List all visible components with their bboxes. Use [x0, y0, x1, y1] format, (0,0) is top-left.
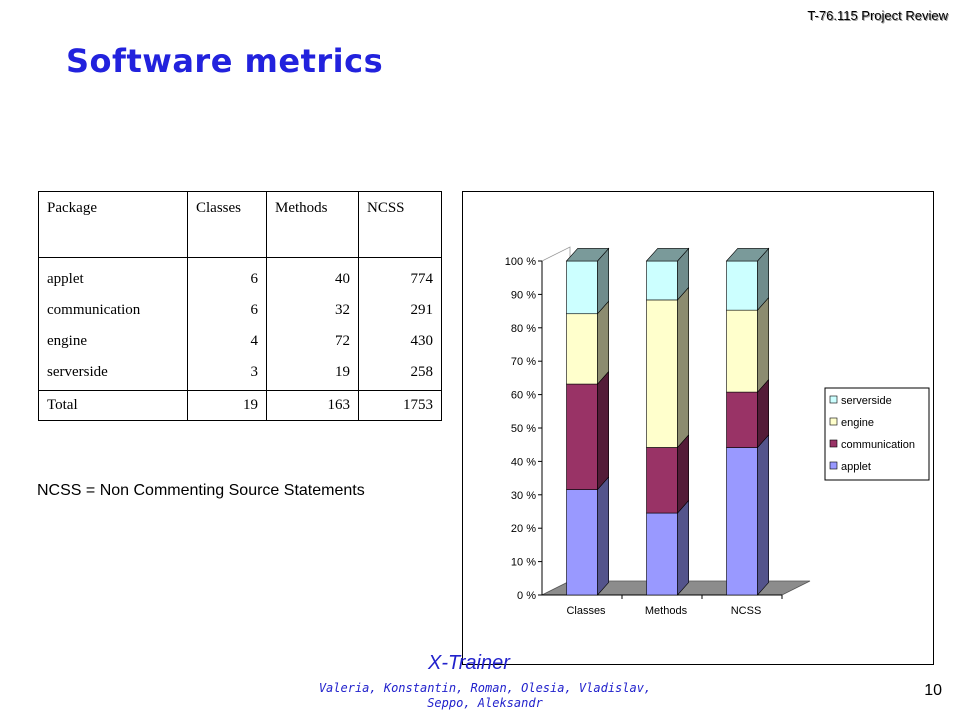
legend-swatch-applet	[829, 461, 838, 470]
bar-methods-engine-front	[646, 299, 678, 448]
cell-ncss: 430	[358, 326, 442, 357]
cell-ncss: 774	[358, 257, 442, 295]
bar-classes-applet-side	[597, 476, 609, 596]
table-header-row: Package Classes Methods NCSS	[38, 191, 442, 258]
cell-classes: 3	[187, 357, 267, 391]
table-row: serverside 3 19 258	[38, 357, 442, 391]
bar-methods-applet-front	[646, 512, 678, 596]
cell-ncss: 258	[358, 357, 442, 391]
total-ncss: 1753	[358, 390, 442, 421]
y-tick-label: 30 %	[511, 490, 536, 502]
bar-ncss-top	[725, 248, 770, 262]
team-members: Valeria, Konstantin, Roman, Olesia, Vlad…	[318, 681, 652, 710]
cell-classes: 6	[187, 257, 267, 295]
cell-package: communication	[38, 295, 188, 326]
legend-swatch-communication	[829, 439, 838, 448]
cell-package: engine	[38, 326, 188, 357]
cell-package: serverside	[38, 357, 188, 391]
total-methods: 163	[266, 390, 359, 421]
cell-methods: 32	[266, 295, 359, 326]
cell-methods: 19	[266, 357, 359, 391]
header-ncss: NCSS	[358, 191, 442, 258]
y-tick-label: 10 %	[511, 557, 536, 569]
bar-methods-applet-side	[677, 499, 689, 596]
cell-package: applet	[38, 257, 188, 295]
x-tick-label: Methods	[645, 605, 688, 617]
stacked-bar-chart: 0 % 10 % 20 % 30 % 40 % 50 % 60 % 70 % 80 % 90 % 1…	[462, 191, 934, 665]
slide-title: Software metrics	[66, 42, 384, 80]
legend-label-serverside: serverside	[841, 395, 892, 407]
bar-ncss-engine-side	[757, 296, 770, 393]
project-review-label: T-76.115 Project Review	[807, 8, 948, 23]
cell-ncss: 291	[358, 295, 442, 326]
x-tick-label: NCSS	[731, 605, 762, 617]
bar-ncss-applet-side	[757, 434, 770, 596]
bar-classes-engine-side	[597, 300, 609, 385]
bar-classes-applet-front	[566, 489, 598, 596]
cell-classes: 4	[187, 326, 267, 357]
bar-ncss-engine-front	[726, 309, 758, 393]
y-tick-label: 0 %	[517, 590, 536, 602]
total-label: Total	[38, 390, 188, 421]
bar-methods-serverside-front	[646, 260, 678, 301]
bar-classes-top	[565, 248, 610, 262]
table-row: engine 4 72 430	[38, 326, 442, 357]
bar-classes-communication-side	[597, 370, 609, 491]
chart-svg: 0 % 10 % 20 % 30 % 40 % 50 % 60 % 70 % 80 % 90 % 1…	[505, 246, 930, 617]
cell-classes: 6	[187, 295, 267, 326]
y-tick-label: 80 %	[511, 323, 536, 335]
bar-classes-engine-front	[566, 313, 598, 385]
y-tick-label: 20 %	[511, 523, 536, 535]
bar-ncss-communication-front	[726, 391, 758, 448]
y-tick-label: 100 %	[505, 256, 536, 268]
legend-swatch-engine	[829, 417, 838, 426]
chart-legend	[824, 387, 930, 481]
table-total-row: Total 19 163 1753	[38, 390, 442, 421]
cell-methods: 72	[266, 326, 359, 357]
bar-methods-top	[645, 248, 690, 262]
bar-methods-communication-side	[677, 434, 689, 514]
legend-label-engine: engine	[841, 417, 874, 429]
header-classes: Classes	[187, 191, 267, 258]
bar-methods-engine-side	[677, 286, 689, 449]
y-tick-label: 40 %	[511, 456, 536, 468]
y-tick-label: 90 %	[511, 289, 536, 301]
y-tick-label: 60 %	[511, 390, 536, 402]
legend-label-applet: applet	[841, 461, 871, 473]
metrics-table: Package Classes Methods NCSS applet 6 40…	[38, 191, 442, 421]
bar-classes-serverside-front	[566, 260, 598, 315]
y-tick-label: 50 %	[511, 423, 536, 435]
bar-classes-communication-front	[566, 383, 598, 490]
table-row: applet 6 40 774	[38, 257, 442, 295]
legend-swatch-serverside	[829, 395, 838, 404]
team-name: X-Trainer	[428, 652, 510, 674]
chart-side-wall	[541, 246, 571, 596]
x-tick-label: Classes	[566, 605, 606, 617]
table-row: communication 6 32 291	[38, 295, 442, 326]
total-classes: 19	[187, 390, 267, 421]
bar-methods-communication-front	[646, 447, 678, 514]
ncss-footnote: NCSS = Non Commenting Source Statements	[37, 482, 365, 499]
bar-ncss-serverside-front	[726, 260, 758, 311]
header-methods: Methods	[266, 191, 359, 258]
header-package: Package	[38, 191, 188, 258]
cell-methods: 40	[266, 257, 359, 295]
page-number: 10	[924, 682, 942, 699]
legend-label-communication: communication	[841, 439, 915, 451]
bar-ncss-applet-front	[726, 447, 758, 596]
y-tick-label: 70 %	[511, 356, 536, 368]
